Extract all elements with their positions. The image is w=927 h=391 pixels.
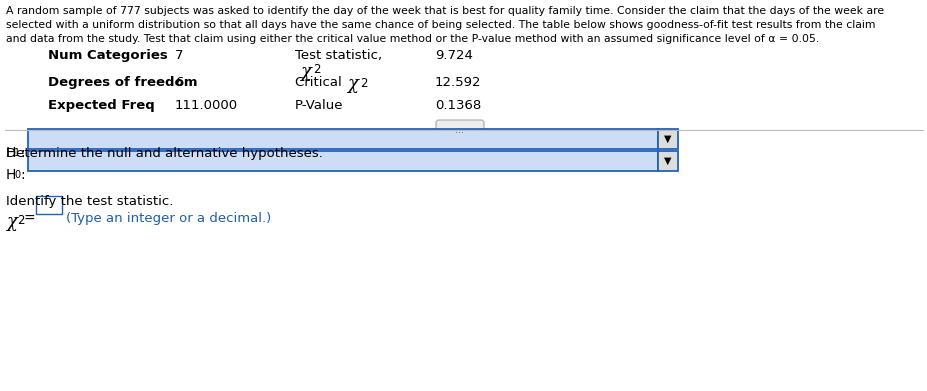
Text: Degrees of freedom: Degrees of freedom (48, 76, 197, 89)
Text: selected with a uniform distribution so that all days have the same chance of be: selected with a uniform distribution so … (6, 20, 874, 30)
Text: 2: 2 (17, 214, 24, 227)
Text: χ: χ (299, 63, 311, 81)
Text: Num Categories: Num Categories (48, 49, 168, 62)
Text: 12.592: 12.592 (435, 76, 481, 89)
FancyBboxPatch shape (436, 120, 484, 140)
Text: A random sample of 777 subjects was asked to identify the day of the week that i: A random sample of 777 subjects was aske… (6, 6, 883, 16)
Text: 6: 6 (175, 76, 184, 89)
Text: Expected Freq: Expected Freq (48, 99, 155, 112)
Text: Test statistic,: Test statistic, (295, 49, 382, 62)
Text: ▼: ▼ (664, 156, 671, 166)
Text: Determine the null and alternative hypotheses.: Determine the null and alternative hypot… (6, 147, 323, 160)
Text: 1: 1 (14, 148, 20, 158)
Text: :: : (20, 146, 25, 160)
Text: χ: χ (6, 213, 17, 231)
Text: 2: 2 (312, 63, 320, 76)
Text: 111.0000: 111.0000 (175, 99, 238, 112)
Text: :: : (20, 168, 25, 182)
Bar (657, 151, 678, 171)
Text: ▼: ▼ (664, 134, 671, 144)
Bar (28, 151, 657, 171)
Text: ...: ... (455, 125, 464, 135)
Text: =: = (24, 212, 35, 226)
Bar (657, 129, 678, 149)
Text: 9.724: 9.724 (435, 49, 473, 62)
Text: H: H (6, 168, 17, 182)
Text: 2: 2 (360, 77, 367, 90)
Text: (Type an integer or a decimal.): (Type an integer or a decimal.) (66, 212, 271, 225)
Bar (36, 196, 62, 214)
Text: 0.1368: 0.1368 (435, 99, 481, 112)
Text: Critical: Critical (295, 76, 346, 89)
Text: H: H (6, 146, 17, 160)
Text: 0: 0 (14, 170, 20, 180)
Bar (28, 129, 657, 149)
Text: and data from the study. Test that claim using either the critical value method : and data from the study. Test that claim… (6, 34, 819, 44)
Text: P-Value: P-Value (295, 99, 343, 112)
Text: 7: 7 (175, 49, 184, 62)
Text: Identify the test statistic.: Identify the test statistic. (6, 195, 173, 208)
Text: χ: χ (347, 75, 358, 93)
